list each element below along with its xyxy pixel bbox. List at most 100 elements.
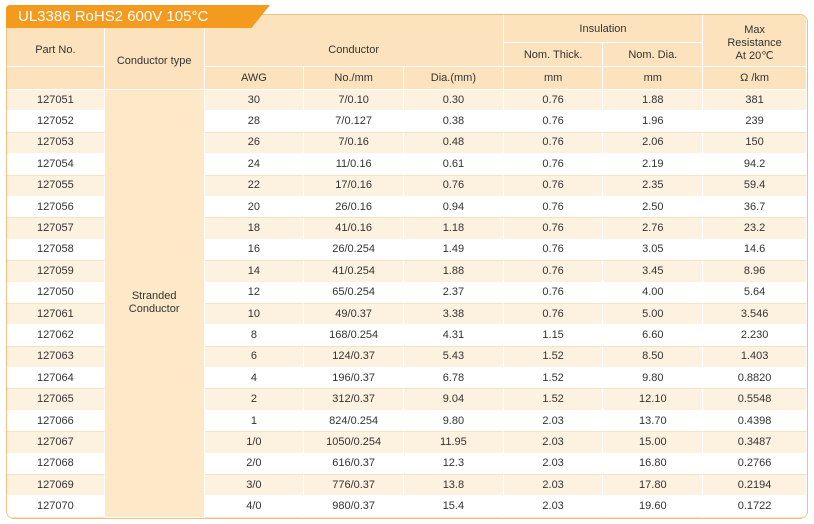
cell-dia: 11.95 [404,432,504,454]
table-row: 127065 2 312/0.37 9.04 1.52 12.10 0.5548 [7,389,807,411]
cell-no: 7/0.16 [304,132,405,155]
cell-no: 312/0.37 [304,389,405,411]
header-unit-dia: mm [603,67,704,90]
cell-ndia: 13.70 [603,410,704,433]
cell-awg: 18 [204,218,305,240]
cell-thick: 0.76 [503,303,604,326]
cell-awg: 28 [204,111,305,133]
cell-ndia: 17.80 [603,475,704,497]
cell-dia: 3.38 [404,303,504,326]
cell-res: 150 [703,132,807,155]
cell-res: 0.5548 [703,389,807,411]
header-conductor: Conductor [204,15,504,67]
cell-awg: 4/0 [204,496,305,518]
cell-ndia: 2.19 [603,154,704,176]
cell-ndia: 2.06 [603,132,704,155]
header-awg: AWG [204,67,305,90]
cell-awg: 14 [204,261,305,283]
cell-part: 127055 [7,175,105,197]
cell-awg: 1/0 [204,432,305,454]
cell-dia: 0.76 [404,175,504,197]
table-row: 127055 22 17/0.16 0.76 0.76 2.35 59.4 [7,175,807,197]
cell-ndia: 15.00 [603,432,704,454]
cell-thick: 1.15 [503,325,604,347]
cell-thick: 2.03 [503,475,604,497]
cell-no: 26/0.254 [304,239,405,262]
cell-awg: 12 [204,282,305,304]
cell-no: 7/0.127 [304,111,405,133]
cell-dia: 0.94 [404,196,504,219]
cell-part: 127067 [7,432,105,454]
cell-res: 2.230 [703,325,807,347]
header-unit-res: Ω /km [703,67,807,90]
cell-part: 127063 [7,346,105,369]
header-nom-thick: Nom. Thick. [503,43,604,67]
cell-dia: 9.80 [404,410,504,433]
cell-awg: 24 [204,154,305,176]
cell-ndia: 2.76 [603,218,704,240]
cell-no: 616/0.37 [304,453,405,476]
cell-thick: 0.76 [503,239,604,262]
cell-ndia: 9.80 [603,368,704,390]
cell-dia: 13.8 [404,475,504,497]
cell-thick: 0.76 [503,132,604,155]
header-insulation: Insulation [503,15,704,43]
table-row: 127066 1 824/0.254 9.80 2.03 13.70 0.4398 [7,410,807,433]
table-row: 127069 3/0 776/0.37 13.8 2.03 17.80 0.2194 [7,475,807,497]
table-row: 127054 24 11/0.16 0.61 0.76 2.19 94.2 [7,154,807,176]
cell-no: 124/0.37 [304,346,405,369]
cell-dia: 0.48 [404,132,504,155]
cell-thick: 1.52 [503,346,604,369]
cell-part: 127065 [7,389,105,411]
cell-awg: 2 [204,389,305,411]
table-row: 127062 8 168/0.254 4.31 1.15 6.60 2.230 [7,325,807,347]
conductor-type-cell: Stranded Conductor [104,90,205,518]
cell-thick: 0.76 [503,261,604,283]
table-body: 127051 Stranded Conductor 30 7/0.10 0.30 0.76 1… [7,90,807,518]
table-row: 127064 4 196/0.37 6.78 1.52 9.80 0.8820 [7,368,807,390]
cell-no: 7/0.10 [304,90,405,112]
cell-thick: 1.52 [503,368,604,390]
cell-thick: 2.03 [503,432,604,454]
cell-no: 49/0.37 [304,303,405,326]
cell-thick: 1.52 [503,389,604,411]
cell-no: 26/0.16 [304,196,405,219]
cell-res: 14.6 [703,239,807,262]
header-max-resistance: Max Resistance At 20℃ [703,15,807,67]
cell-thick: 0.76 [503,154,604,176]
cell-part: 127051 [7,90,105,112]
cell-thick: 2.03 [503,453,604,476]
cell-res: 0.8820 [703,368,807,390]
cell-part: 127068 [7,453,105,476]
cell-ndia: 8.50 [603,346,704,369]
cell-dia: 2.37 [404,282,504,304]
table-row: 127056 20 26/0.16 0.94 0.76 2.50 36.7 [7,196,807,219]
page-title: UL3386 RoHS2 600V 105°C [18,8,209,25]
cell-res: 0.3487 [703,432,807,454]
cell-no: 196/0.37 [304,368,405,390]
cell-awg: 8 [204,325,305,347]
header-part-no-sub [7,67,105,90]
cell-ndia: 19.60 [603,496,704,518]
header-unit-thick: mm [503,67,604,90]
cell-part: 127057 [7,218,105,240]
cell-res: 239 [703,111,807,133]
cell-dia: 1.88 [404,261,504,283]
cell-part: 127059 [7,261,105,283]
cell-res: 36.7 [703,196,807,219]
cell-thick: 0.76 [503,218,604,240]
cell-ndia: 3.45 [603,261,704,283]
cell-ndia: 1.96 [603,111,704,133]
cell-no: 65/0.254 [304,282,405,304]
spec-table: Part No. Conductor type Conductor Insula… [6,14,808,519]
table-row: 127058 16 26/0.254 1.49 0.76 3.05 14.6 [7,239,807,262]
cell-awg: 20 [204,196,305,219]
cell-no: 824/0.254 [304,410,405,433]
cell-dia: 12.3 [404,453,504,476]
cell-part: 127070 [7,496,105,518]
cell-ndia: 2.50 [603,196,704,219]
cell-ndia: 5.00 [603,303,704,326]
cell-dia: 5.43 [404,346,504,369]
header-dia-mm: Dia.(mm) [404,67,504,90]
cell-awg: 26 [204,132,305,155]
